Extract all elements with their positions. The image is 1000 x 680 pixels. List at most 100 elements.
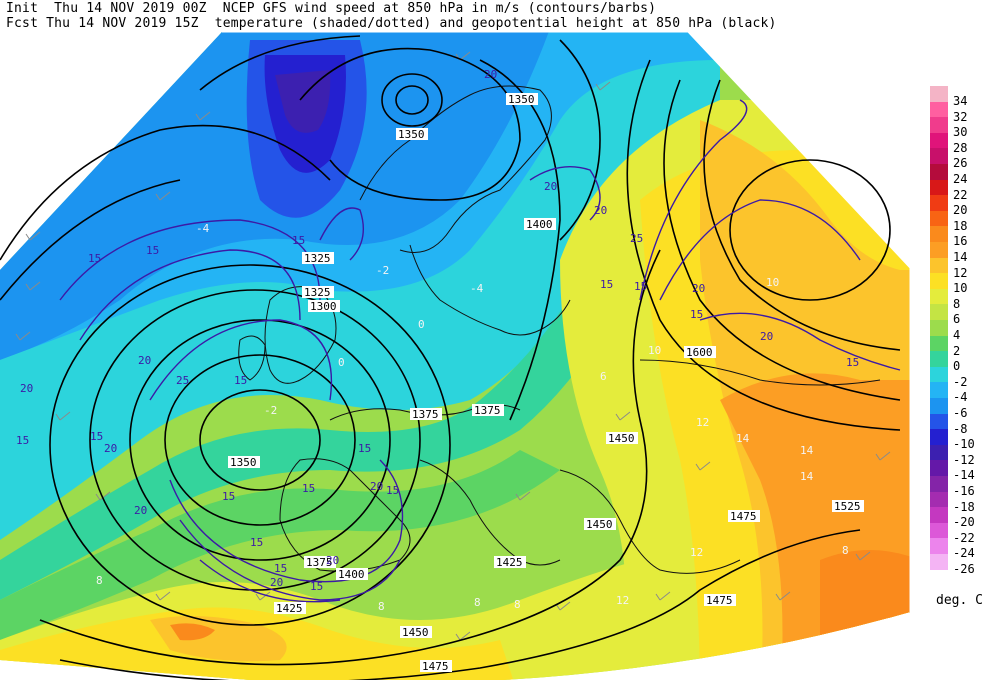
colorbar-unit: deg. C bbox=[936, 593, 983, 608]
height-contour-label-box bbox=[410, 408, 442, 420]
colorbar-swatch bbox=[930, 413, 948, 430]
header-line-2: Fcst Thu 14 NOV 2019 15Z temperature (sh… bbox=[6, 16, 777, 31]
colorbar bbox=[930, 86, 948, 571]
colorbar-level-label: -18 bbox=[953, 499, 975, 514]
colorbar-swatch bbox=[930, 148, 948, 165]
colorbar-swatch bbox=[930, 382, 948, 399]
colorbar-swatch bbox=[930, 429, 948, 446]
temperature-label: 0 bbox=[418, 318, 425, 331]
height-contour-label-box bbox=[302, 286, 334, 298]
colorbar-swatch bbox=[930, 304, 948, 321]
colorbar-swatch bbox=[930, 273, 948, 290]
height-contour-label: 1525 bbox=[834, 500, 861, 513]
height-contour-label: 1475 bbox=[422, 660, 449, 673]
height-contour-label: 1450 bbox=[402, 626, 429, 639]
colorbar-swatch bbox=[930, 460, 948, 477]
wind-speed-label: 20 bbox=[20, 382, 33, 395]
colorbar-level-label: 34 bbox=[953, 94, 968, 108]
height-contour-label-box bbox=[274, 602, 306, 614]
wind-speed-label: 25 bbox=[630, 232, 643, 245]
wind-speed-label: 15 bbox=[302, 482, 315, 495]
header-line-1: Init Thu 14 NOV 2019 00Z NCEP GFS wind s… bbox=[6, 1, 657, 16]
height-contour-label: 1475 bbox=[706, 594, 733, 607]
colorbar-level-label: -26 bbox=[953, 562, 975, 576]
wind-speed-label: 15 bbox=[634, 280, 647, 293]
height-contour-label: 1425 bbox=[276, 602, 303, 615]
colorbar-swatch bbox=[930, 117, 948, 134]
wind-speed-label: 20 bbox=[484, 68, 497, 81]
temperature-label: 8 bbox=[842, 544, 849, 557]
colorbar-swatch bbox=[930, 366, 948, 383]
colorbar-level-label: -22 bbox=[953, 530, 975, 545]
colorbar-level-label: 26 bbox=[953, 156, 968, 171]
height-contour-label-box bbox=[336, 568, 368, 580]
temperature-label: 8 bbox=[474, 596, 481, 609]
wind-speed-label: 20 bbox=[134, 504, 147, 517]
colorbar-swatch bbox=[930, 257, 948, 274]
colorbar-level-label: -20 bbox=[953, 515, 975, 530]
wind-speed-label: 15 bbox=[292, 234, 305, 247]
temperature-label: 14 bbox=[736, 432, 750, 445]
wind-speed-label: 20 bbox=[138, 354, 151, 367]
colorbar-swatch bbox=[930, 491, 948, 508]
height-contour-label: 1375 bbox=[474, 404, 501, 417]
height-contour-label: 1425 bbox=[496, 556, 523, 569]
colorbar-level-label: 12 bbox=[953, 265, 968, 280]
colorbar-level-label: 18 bbox=[953, 218, 968, 233]
wind-speed-label: 20 bbox=[760, 330, 773, 343]
height-contour-label: 1400 bbox=[526, 218, 553, 231]
colorbar-swatch bbox=[930, 351, 948, 368]
height-contour-label-box bbox=[308, 300, 340, 312]
temperature-label: 14 bbox=[800, 444, 814, 457]
height-contour-label: 1375 bbox=[412, 408, 439, 421]
height-contour-label: 1400 bbox=[338, 568, 365, 581]
height-contour-label: 1350 bbox=[230, 456, 257, 469]
height-contour-label: 1475 bbox=[730, 510, 757, 523]
height-contour-label-box bbox=[494, 556, 526, 568]
temperature-label: -4 bbox=[470, 282, 484, 295]
wind-speed-label: 15 bbox=[16, 434, 29, 447]
colorbar-level-label: 28 bbox=[953, 140, 968, 155]
colorbar-level-label: -14 bbox=[953, 468, 975, 483]
temperature-label: 12 bbox=[690, 546, 703, 559]
wind-speed-label: 20 bbox=[594, 204, 607, 217]
colorbar-swatch bbox=[930, 195, 948, 212]
height-contour-label-box bbox=[228, 456, 260, 468]
colorbar-level-label: -24 bbox=[953, 546, 975, 561]
temperature-label: 12 bbox=[616, 594, 629, 607]
colorbar-level-label: 16 bbox=[953, 234, 968, 249]
temperature-label-group: 8 12 14 14 14 10 10 12 8 8 8 -4 -2 -2 0 -4 0 6 12 8 bbox=[96, 222, 849, 613]
height-contour-label-box bbox=[832, 500, 864, 512]
colorbar-level-label: 14 bbox=[953, 250, 968, 264]
colorbar-swatch bbox=[930, 554, 948, 571]
height-contour-label: 1600 bbox=[686, 346, 713, 359]
temperature-label: 8 bbox=[514, 598, 521, 611]
colorbar-level-label: 2 bbox=[953, 343, 961, 358]
wind-speed-label: 20 bbox=[104, 442, 117, 455]
colorbar-swatch bbox=[930, 538, 948, 555]
temperature-label: 8 bbox=[96, 574, 103, 587]
colorbar-swatch bbox=[930, 288, 948, 305]
temperature-label: 10 bbox=[766, 276, 779, 289]
wind-speed-label: 25 bbox=[176, 374, 189, 387]
wind-speed-label: 15 bbox=[310, 580, 323, 593]
wind-speed-label: 15 bbox=[146, 244, 159, 257]
colorbar-level-label: 22 bbox=[953, 187, 968, 202]
height-contour-label: 1375 bbox=[306, 556, 333, 569]
colorbar-swatch bbox=[930, 226, 948, 243]
temperature-label: 0 bbox=[338, 356, 345, 369]
wind-speed-label: 15 bbox=[88, 252, 101, 265]
height-contour-label-box bbox=[302, 252, 334, 264]
temperature-label: 8 bbox=[378, 600, 385, 613]
height-contours bbox=[0, 35, 901, 680]
colorbar-level-label: -6 bbox=[953, 406, 968, 420]
height-contour-label-box bbox=[472, 404, 504, 416]
wind-speed-label: 20 bbox=[370, 480, 383, 493]
colorbar-swatch bbox=[930, 164, 948, 181]
wind-speed-label: 15 bbox=[274, 562, 287, 575]
wind-speed-label: 20 bbox=[326, 554, 339, 567]
colorbar-swatch bbox=[930, 86, 948, 103]
wind-speed-label: 15 bbox=[600, 278, 613, 291]
wind-speed-label: 15 bbox=[846, 356, 859, 369]
